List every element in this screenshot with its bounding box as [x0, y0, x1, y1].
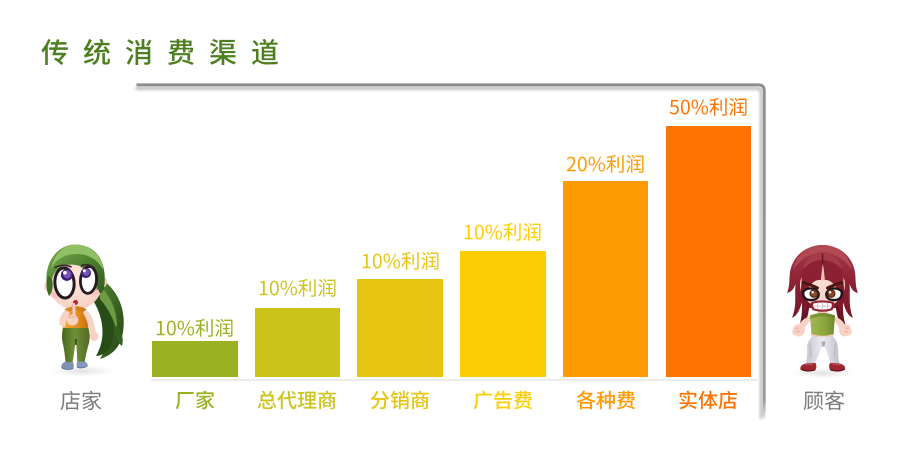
bar-category-label: 实体店 — [678, 390, 738, 410]
bar-4 — [460, 251, 546, 377]
bar-value-label: 10%利润 — [258, 278, 337, 298]
frame-shadow — [135, 86, 764, 419]
bar-value-label: 10%利润 — [155, 318, 234, 338]
bar-value-label: 10%利润 — [361, 251, 440, 271]
bar-1 — [152, 341, 238, 377]
frame-line — [136, 83, 766, 420]
customer-label: 顾客 — [803, 390, 845, 411]
bar-value-label: 20%利润 — [566, 154, 645, 174]
bar-category-label: 广告费 — [473, 390, 533, 410]
bar-value-label: 50%利润 — [669, 97, 748, 117]
bar-category-label: 厂家 — [175, 390, 215, 410]
bar-category-label: 各种费 — [576, 390, 636, 410]
shopkeeper-art — [44, 244, 124, 377]
shopkeeper-label: 店家 — [60, 390, 102, 411]
page-title: 传统消费渠道 — [41, 38, 279, 66]
bar-2 — [254, 307, 341, 377]
bar-3 — [357, 278, 443, 377]
customer-figure — [778, 240, 878, 380]
bar-category-label: 总代理商 — [257, 390, 337, 410]
chart-baseline — [151, 378, 757, 381]
bar-category-label: 分销商 — [370, 390, 430, 410]
shopkeeper-figure — [28, 240, 138, 380]
bar-6 — [665, 125, 751, 377]
bar-value-label: 10%利润 — [463, 222, 542, 242]
customer-art — [787, 245, 858, 379]
bar-5 — [562, 181, 649, 377]
